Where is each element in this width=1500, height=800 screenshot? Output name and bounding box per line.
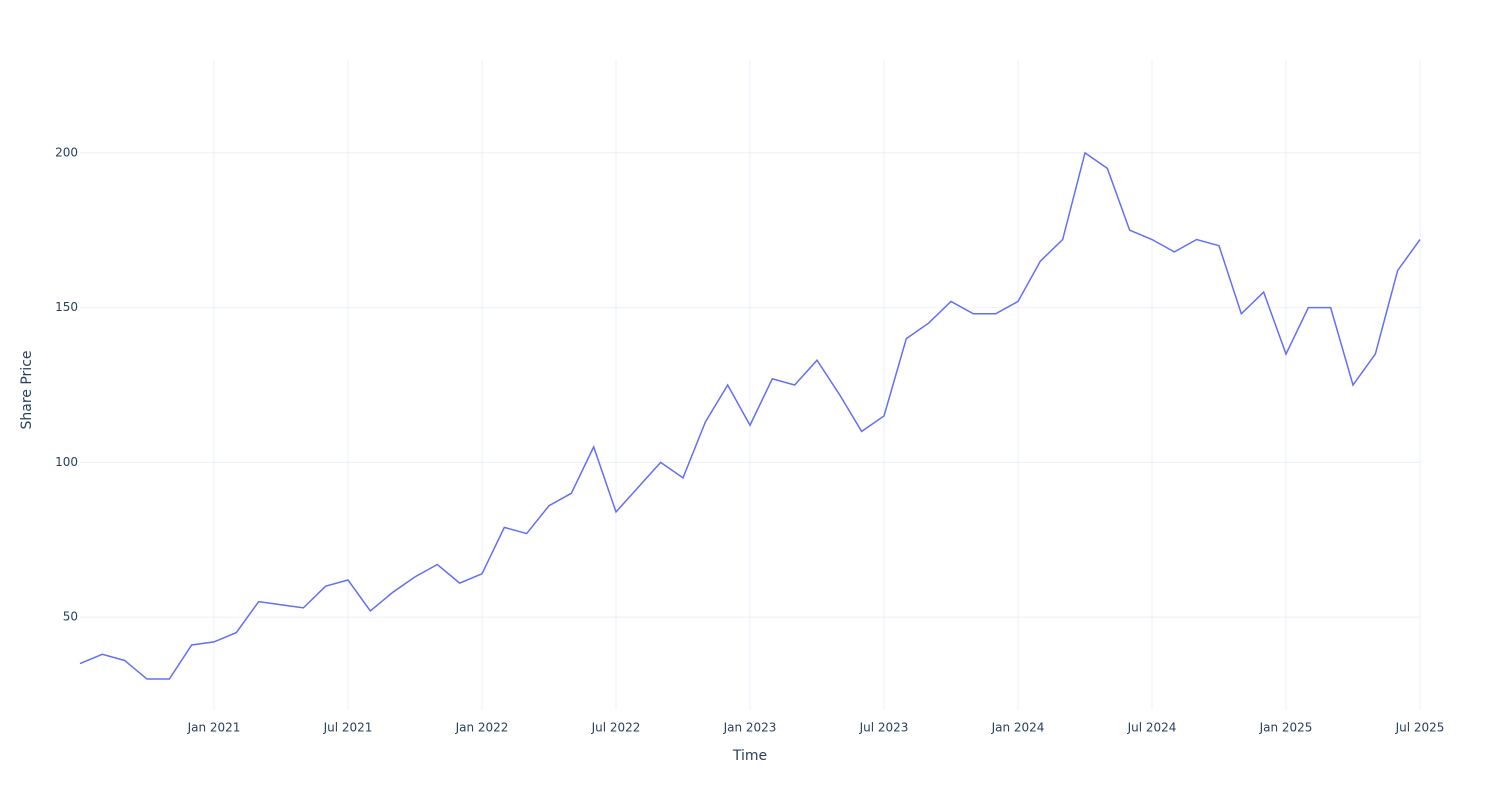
y-tick-label: 50 (63, 610, 78, 624)
x-tick-label: Jul 2023 (859, 721, 909, 735)
x-tick-label: Jan 2021 (187, 721, 241, 735)
x-tick-label: Jul 2024 (1127, 721, 1177, 735)
price-line (79, 151, 1421, 680)
y-tick-label: 150 (55, 300, 78, 314)
x-tick-label: Jan 2023 (723, 721, 777, 735)
x-tick-label: Jan 2025 (1259, 721, 1313, 735)
x-tick-label: Jan 2022 (455, 721, 509, 735)
y-axis-title: Share Price (19, 350, 35, 429)
x-tick-label: Jul 2025 (1395, 721, 1445, 735)
y-tick-label: 100 (55, 455, 78, 469)
x-tick-label: Jul 2021 (323, 721, 373, 735)
x-tick-label: Jul 2022 (591, 721, 641, 735)
x-axis-title: Time (732, 748, 767, 764)
x-tick-label: Jan 2024 (991, 721, 1045, 735)
y-tick-label: 200 (55, 145, 78, 159)
